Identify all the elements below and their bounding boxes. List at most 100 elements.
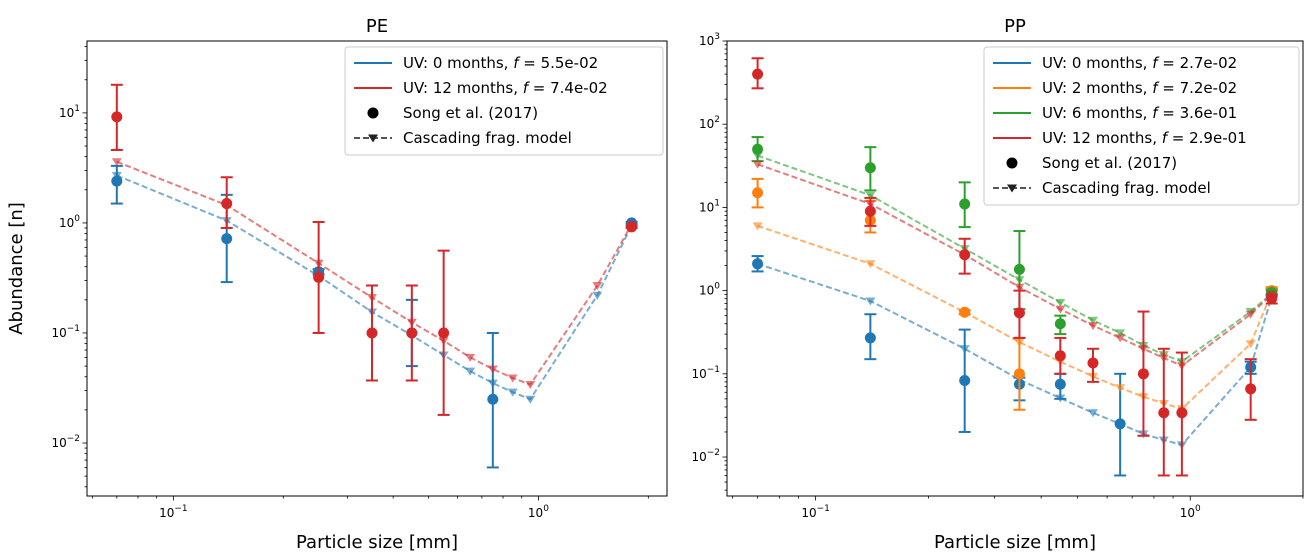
observed-point	[487, 393, 499, 405]
observed-point	[864, 332, 876, 344]
model-marker	[525, 395, 536, 404]
panel-pp: 10−1 100 10−2 10−1 100 101 102 103 PP Particle si…	[691, 16, 1304, 553]
y-axis: 10−2 10−1 100 101 102 103	[691, 32, 727, 491]
x-axis-label: Particle size [mm]	[934, 532, 1096, 553]
y-axis-label: Abundance [n]	[6, 202, 27, 335]
observed-point	[313, 271, 325, 283]
legend-label: UV: 12 months, f = 7.4e-02	[403, 79, 608, 97]
legend-box	[344, 46, 664, 156]
legend-label: Song et al. (2017)	[1042, 154, 1177, 172]
observed-point	[864, 205, 876, 217]
model-marker	[1087, 316, 1098, 325]
legend-item: UV: 6 months, f = 3.6e-01	[993, 104, 1237, 122]
model-line	[757, 154, 1273, 363]
model-marker	[1055, 298, 1066, 307]
chart-title: PE	[366, 16, 388, 37]
observed-point	[752, 258, 764, 270]
y-tick-label: 101	[699, 198, 720, 214]
observed-point	[1266, 293, 1278, 305]
series-0	[751, 255, 1278, 477]
observed-point	[438, 327, 450, 339]
legend-item: UV: 0 months, f = 5.5e-02	[354, 54, 598, 72]
model-line	[116, 160, 633, 386]
observed-point	[111, 111, 123, 123]
legend-item: Song et al. (2017)	[367, 104, 538, 122]
model-marker	[1055, 305, 1066, 314]
model-marker	[111, 158, 122, 167]
legend-item: Song et al. (2017)	[1006, 154, 1177, 172]
legend-triangle-icon	[368, 134, 378, 143]
observed-point	[959, 249, 971, 261]
legend: UV: 0 months, f = 2.7e-02 UV: 2 months, f…	[983, 46, 1300, 206]
legend-label: UV: 0 months, f = 2.7e-02	[1042, 54, 1237, 72]
observed-point	[959, 198, 971, 210]
x-tick-label: 10−1	[159, 504, 188, 520]
x-axis-label: Particle size [mm]	[296, 532, 458, 553]
y-tick-label: 10−2	[691, 448, 720, 464]
x-tick-label: 100	[1180, 504, 1201, 520]
legend-box	[983, 46, 1300, 206]
observed-point	[366, 327, 378, 339]
observed-point	[752, 68, 764, 80]
model-marker	[525, 381, 536, 390]
observed-point	[1114, 418, 1126, 430]
observed-point	[1137, 368, 1149, 380]
model-marker	[1115, 334, 1126, 343]
observed-point	[1054, 350, 1066, 362]
chart-title: PP	[1004, 16, 1026, 37]
observed-point	[1013, 307, 1025, 319]
model-marker	[752, 222, 763, 231]
legend-label: UV: 6 months, f = 3.6e-01	[1042, 104, 1237, 122]
legend-item: UV: 2 months, f = 7.2e-02	[993, 79, 1237, 97]
y-tick-label: 100	[59, 214, 80, 230]
model-marker	[465, 367, 476, 376]
observed-point	[1245, 383, 1257, 395]
observed-point	[752, 187, 764, 199]
model-line	[757, 262, 1273, 446]
legend: UV: 0 months, f = 5.5e-02 UV: 12 months, …	[344, 46, 664, 156]
model-marker	[507, 374, 518, 383]
observed-point	[1176, 407, 1188, 419]
observed-point	[752, 143, 764, 155]
legend-label: Cascading frag. model	[403, 129, 572, 147]
observed-point	[221, 233, 233, 245]
legend-item: UV: 0 months, f = 2.7e-02	[993, 54, 1237, 72]
observed-point	[111, 175, 123, 187]
plot-area	[110, 83, 638, 469]
model-marker	[752, 160, 763, 169]
legend-item: Cascading frag. model	[354, 129, 572, 147]
model-marker	[1087, 322, 1098, 331]
x-tick-label: 10−1	[801, 504, 830, 520]
model-marker	[592, 282, 603, 291]
legend-label: Cascading frag. model	[1042, 179, 1211, 197]
y-tick-label: 100	[699, 282, 720, 298]
legend-label: UV: 12 months, f = 2.9e-01	[1042, 129, 1247, 147]
axes-frame	[726, 40, 1304, 497]
model-line	[757, 163, 1273, 367]
legend-item: Cascading frag. model	[993, 179, 1211, 197]
series-1	[110, 83, 638, 416]
model-marker	[865, 260, 876, 269]
model-marker	[465, 353, 476, 362]
y-tick-label: 10−2	[51, 434, 80, 450]
model-marker	[1014, 283, 1025, 292]
observed-point	[1054, 378, 1066, 390]
legend-label: UV: 0 months, f = 5.5e-02	[403, 54, 598, 72]
observed-point	[1087, 357, 1099, 369]
observed-point	[959, 306, 971, 318]
y-tick-label: 10−1	[51, 324, 80, 340]
y-tick-label: 102	[699, 115, 720, 131]
model-marker	[865, 191, 876, 200]
model-marker	[1245, 340, 1256, 349]
panel-pe: 10−1 100 10−2 10−1 100 101 PE Particle size [mm…	[6, 16, 668, 553]
observed-point	[959, 375, 971, 387]
model-marker	[592, 291, 603, 300]
y-axis: 10−2 10−1 100 101	[51, 46, 87, 488]
x-tick-label: 100	[528, 504, 549, 520]
model-line	[116, 174, 633, 401]
series-3	[751, 57, 1278, 477]
model-marker	[507, 388, 518, 397]
observed-point	[221, 198, 233, 210]
legend-item: UV: 12 months, f = 2.9e-01	[993, 129, 1247, 147]
observed-point	[1158, 407, 1170, 419]
